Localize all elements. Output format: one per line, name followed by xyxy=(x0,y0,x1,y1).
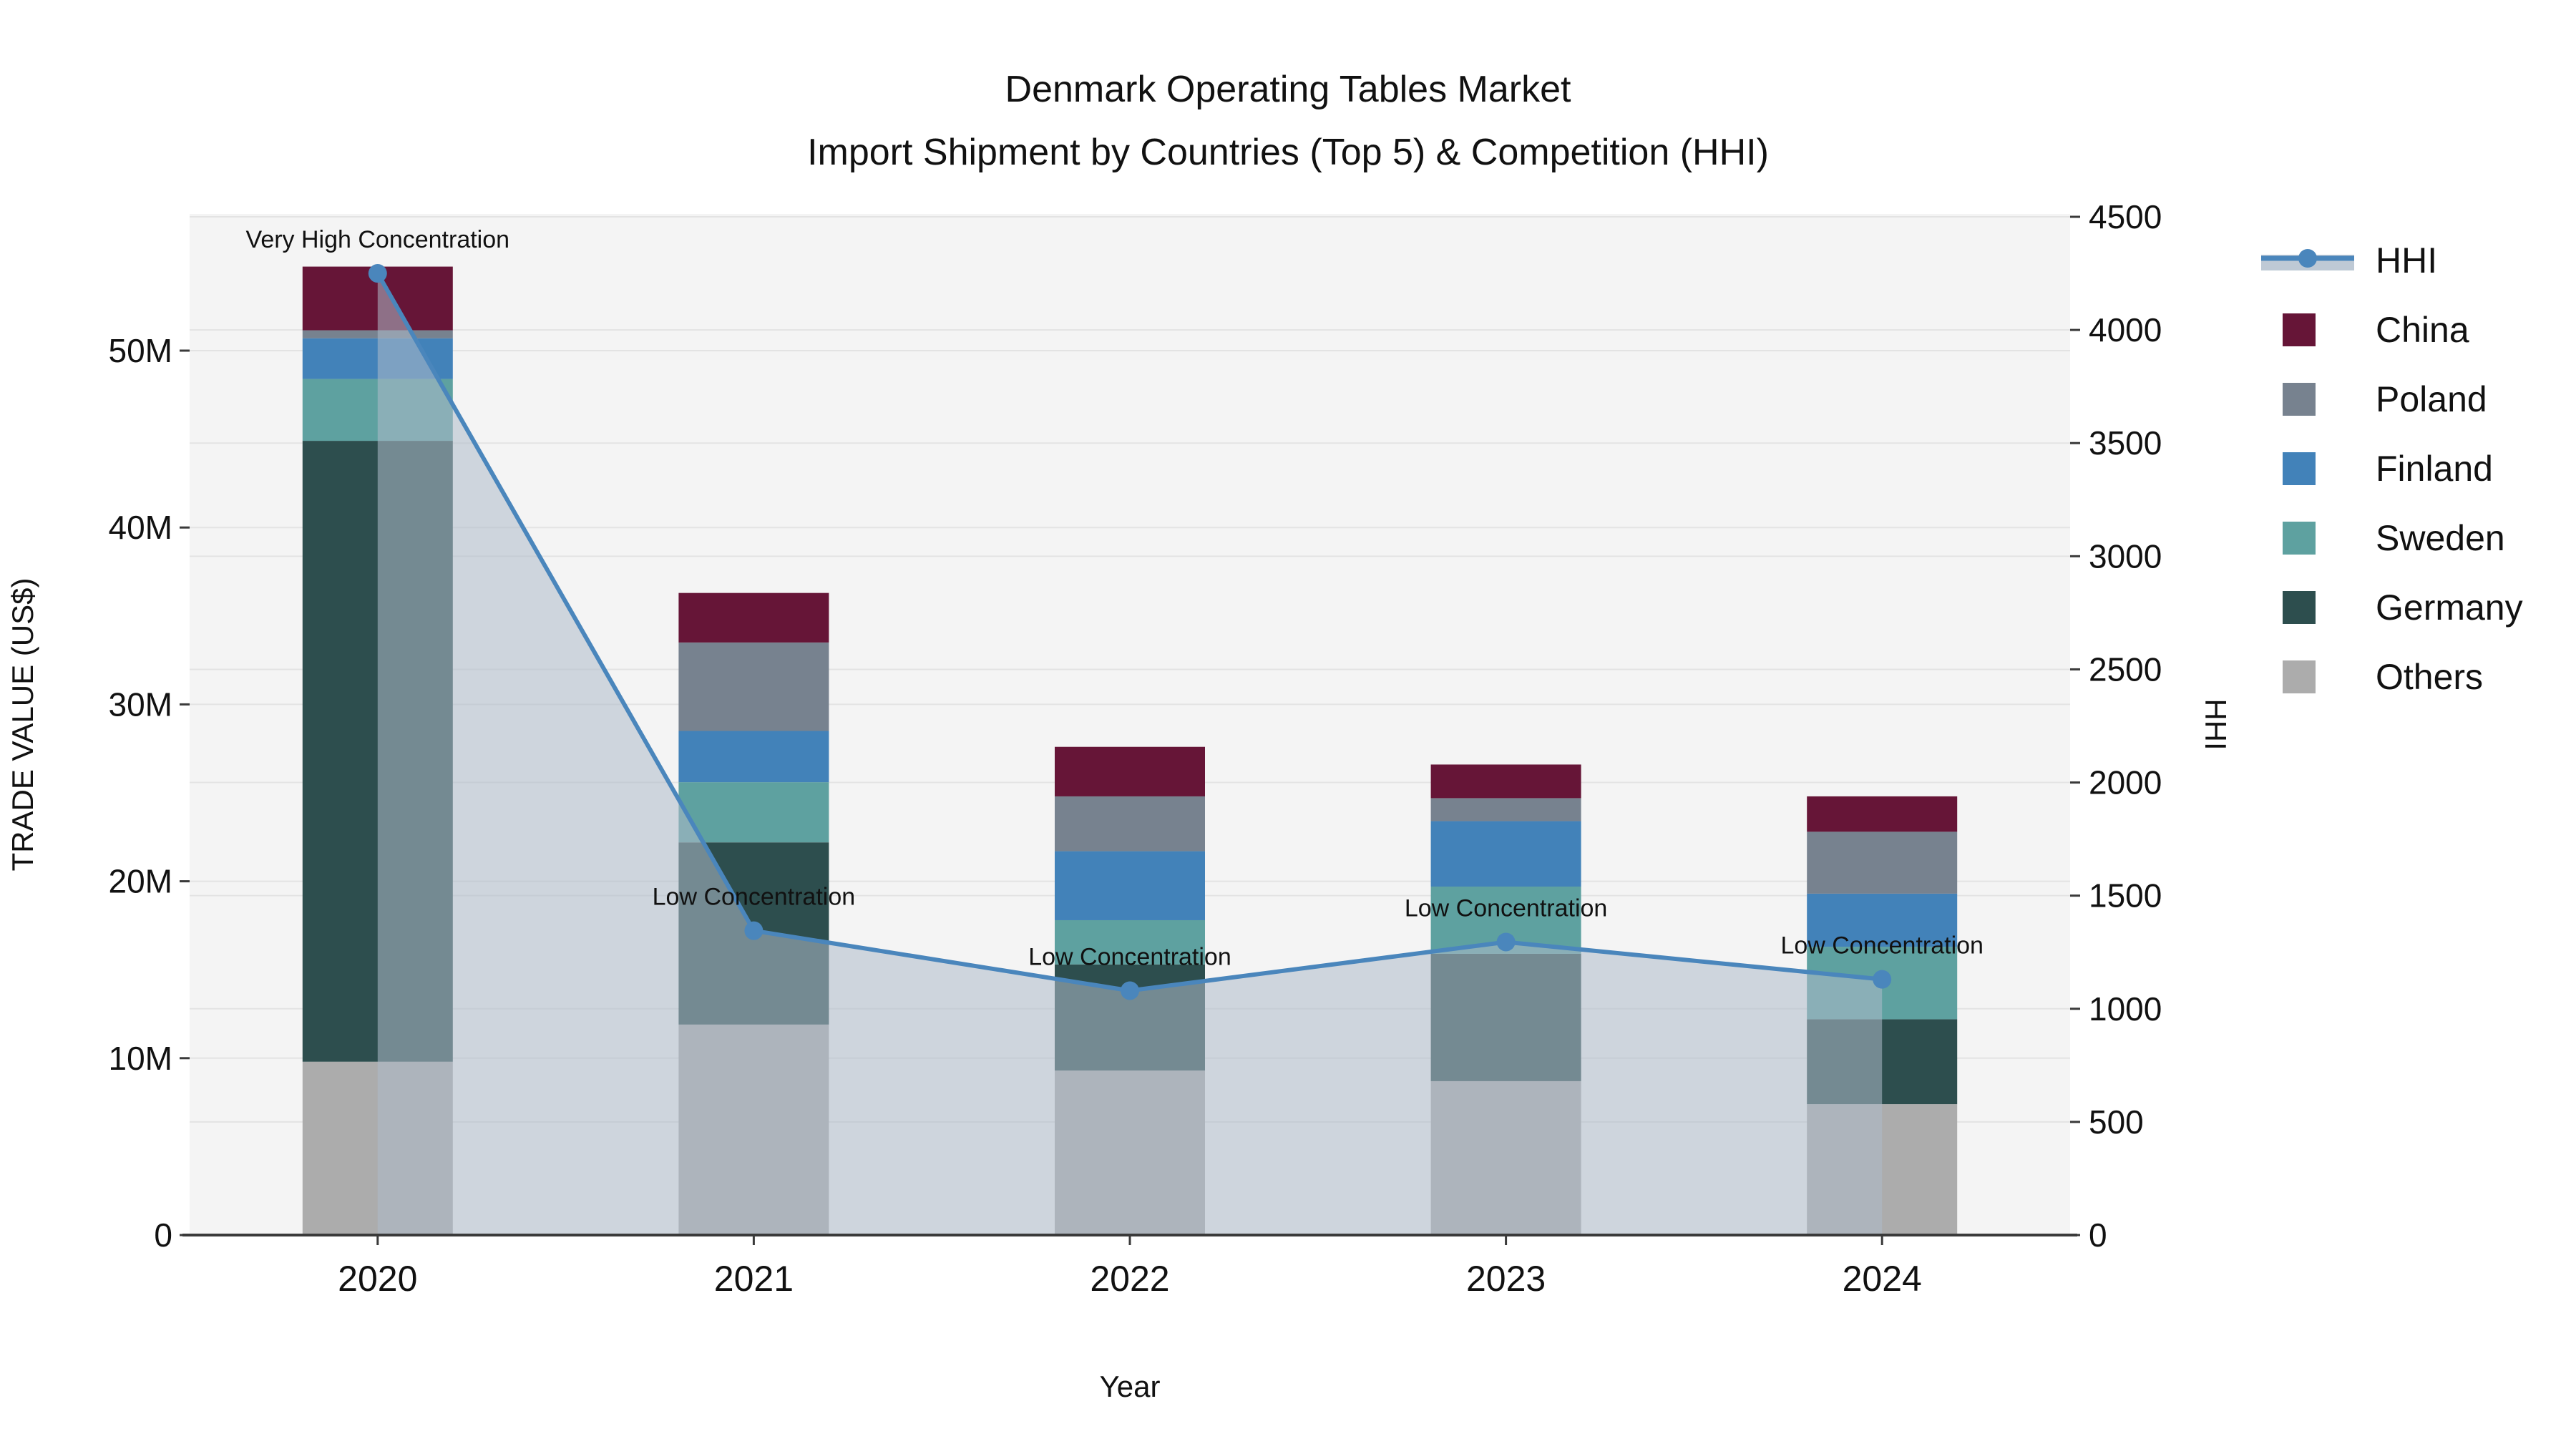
bar-segment-poland-2021 xyxy=(678,642,829,731)
y-right-axis-title: HHI xyxy=(2199,698,2233,750)
legend-swatch-finland xyxy=(2283,452,2316,485)
bar-segment-sweden-2021 xyxy=(678,782,829,843)
hhi-marker-2024 xyxy=(1873,970,1892,989)
y-right-tick-label: 3000 xyxy=(2089,537,2162,575)
bar-segment-finland-2021 xyxy=(678,731,829,783)
bar-segment-poland-2024 xyxy=(1807,831,1958,894)
legend-swatch-china xyxy=(2283,313,2316,346)
y-left-tick-label: 50M xyxy=(109,332,172,369)
y-right-tick-label: 2500 xyxy=(2089,650,2162,688)
bar-segment-finland-2024 xyxy=(1807,893,1958,947)
x-tick-label: 2022 xyxy=(1090,1259,1169,1299)
y-right-tick-label: 1500 xyxy=(2089,877,2162,914)
y-left-tick-label: 30M xyxy=(109,686,172,723)
annotation-2024: Low Concentration xyxy=(1780,932,1984,960)
x-tick-label: 2023 xyxy=(1466,1259,1546,1299)
bar-segment-finland-2022 xyxy=(1055,851,1205,920)
legend-label-finland: Finland xyxy=(2376,449,2493,489)
y-right-tick-label: 500 xyxy=(2089,1103,2144,1141)
annotation-2021: Low Concentration xyxy=(653,884,856,911)
bar-segment-china-2021 xyxy=(678,592,829,643)
bar-segment-poland-2023 xyxy=(1430,798,1581,821)
bar-segment-sweden-2022 xyxy=(1055,919,1205,965)
y-left-axis-title: TRADE VALUE (US$) xyxy=(6,578,39,872)
x-axis-title: Year xyxy=(1100,1370,1161,1403)
legend-label-poland: Poland xyxy=(2376,379,2487,419)
annotation-2022: Low Concentration xyxy=(1028,943,1231,970)
legend-label-china: China xyxy=(2376,310,2469,350)
hhi-area-fill xyxy=(377,273,1883,1235)
legend-label-hhi: HHI xyxy=(2376,240,2437,280)
hhi-marker-2021 xyxy=(744,921,763,940)
y-right-tick-label: 4500 xyxy=(2089,198,2162,235)
bar-segment-china-2024 xyxy=(1807,796,1958,832)
hhi-marker-2022 xyxy=(1121,981,1139,1000)
y-right-tick-label: 4000 xyxy=(2089,311,2162,348)
y-left-tick-label: 0 xyxy=(154,1216,172,1254)
legend-label-germany: Germany xyxy=(2376,587,2523,628)
y-right-tick-label: 2000 xyxy=(2089,764,2162,801)
y-left-tick-label: 10M xyxy=(109,1040,172,1077)
y-right-tick-label: 0 xyxy=(2089,1216,2107,1254)
y-left-tick-label: 20M xyxy=(109,863,172,900)
legend-swatch-sweden xyxy=(2283,522,2316,555)
x-tick-label: 2021 xyxy=(714,1259,794,1299)
bar-segment-finland-2023 xyxy=(1430,821,1581,887)
annotation-2020: Very High Concentration xyxy=(246,226,510,253)
legend-swatch-poland xyxy=(2283,383,2316,416)
y-right-tick-label: 1000 xyxy=(2089,990,2162,1028)
legend-swatch-others xyxy=(2283,660,2316,693)
legend-label-sweden: Sweden xyxy=(2376,518,2505,558)
hhi-marker-2023 xyxy=(1496,932,1516,952)
bar-segment-poland-2022 xyxy=(1055,796,1205,852)
y-right-tick-label: 3500 xyxy=(2089,424,2162,462)
bar-segment-china-2022 xyxy=(1055,746,1205,796)
x-tick-label: 2024 xyxy=(1843,1259,1922,1299)
chart-title-line1: Denmark Operating Tables Market xyxy=(1005,69,1571,110)
legend-swatch-germany xyxy=(2283,591,2316,624)
x-tick-label: 2020 xyxy=(338,1259,417,1299)
bar-segment-china-2023 xyxy=(1430,764,1581,799)
chart-title-line2: Import Shipment by Countries (Top 5) & C… xyxy=(807,132,1769,173)
hhi-marker-2020 xyxy=(368,264,387,283)
annotation-2023: Low Concentration xyxy=(1405,894,1608,922)
legend-hhi-marker xyxy=(2298,249,2317,268)
y-left-tick-label: 40M xyxy=(109,509,172,546)
legend-label-others: Others xyxy=(2376,657,2483,697)
